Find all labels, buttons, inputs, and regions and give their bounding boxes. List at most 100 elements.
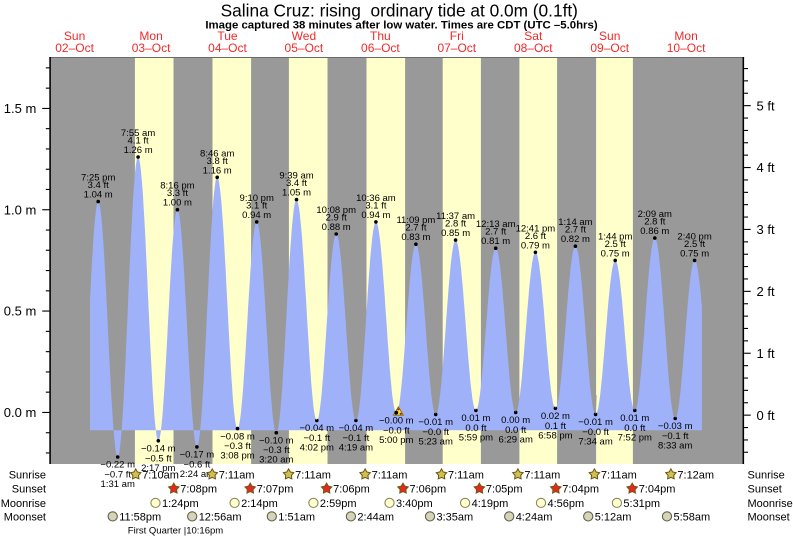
svg-text:−0.0 ft: −0.0 ft (422, 427, 449, 438)
svg-text:1.26 m: 1.26 m (124, 145, 153, 156)
svg-text:−0.03 m: −0.03 m (658, 421, 693, 432)
svg-text:7:10am: 7:10am (142, 469, 179, 481)
svg-text:0.83 m: 0.83 m (401, 232, 430, 243)
svg-text:3:08 pm: 3:08 pm (220, 451, 254, 462)
svg-text:7:11am: 7:11am (448, 469, 484, 481)
svg-text:0 ft: 0 ft (757, 408, 775, 423)
svg-text:5:58am: 5:58am (674, 511, 711, 523)
svg-text:7:06pm: 7:06pm (410, 484, 447, 496)
svg-text:7:11am: 7:11am (295, 469, 331, 481)
svg-text:−0.1 ft: −0.1 ft (303, 433, 330, 444)
svg-text:4:56pm: 4:56pm (548, 498, 585, 510)
svg-text:12:56am: 12:56am (199, 511, 242, 523)
svg-text:2 ft: 2 ft (757, 284, 775, 299)
svg-text:7:11am: 7:11am (219, 469, 255, 481)
svg-text:−0.0 ft: −0.0 ft (383, 425, 410, 436)
svg-text:12:13 am: 12:13 am (476, 219, 516, 230)
svg-text:1.5 m: 1.5 m (4, 101, 37, 116)
svg-text:1:14 am: 1:14 am (558, 217, 592, 228)
svg-text:3.1 ft: 3.1 ft (246, 200, 267, 211)
svg-text:−0.5 ft: −0.5 ft (145, 453, 172, 464)
svg-text:03–Oct: 03–Oct (132, 41, 171, 55)
svg-text:3.8 ft: 3.8 ft (207, 156, 228, 167)
svg-text:−0.22 m: −0.22 m (100, 460, 135, 471)
svg-text:7:12am: 7:12am (677, 469, 714, 481)
svg-text:Thu: Thu (370, 29, 391, 43)
svg-text:5:00 pm: 5:00 pm (379, 435, 413, 446)
svg-text:0.86 m: 0.86 m (640, 226, 669, 237)
svg-text:2:09 am: 2:09 am (638, 209, 672, 220)
svg-text:0.85 m: 0.85 m (441, 228, 470, 239)
svg-text:05–Oct: 05–Oct (285, 41, 324, 55)
svg-text:0.02 m: 0.02 m (541, 411, 570, 422)
svg-text:5:12am: 5:12am (595, 511, 632, 523)
svg-text:0.94 m: 0.94 m (242, 210, 271, 221)
svg-text:4:24am: 4:24am (516, 511, 553, 523)
svg-text:−0.3 ft: −0.3 ft (224, 441, 251, 452)
svg-text:2.7 ft: 2.7 ft (565, 225, 586, 236)
svg-text:−0.7 ft: −0.7 ft (104, 470, 131, 481)
svg-text:5:59 pm: 5:59 pm (459, 432, 493, 443)
svg-text:2.8 ft: 2.8 ft (445, 219, 466, 230)
svg-text:1:24pm: 1:24pm (162, 498, 199, 510)
svg-text:Moonrise: Moonrise (748, 498, 793, 510)
svg-text:0.75 m: 0.75 m (601, 248, 630, 259)
svg-text:7:11am: 7:11am (524, 469, 560, 481)
svg-text:1 ft: 1 ft (757, 346, 775, 361)
svg-text:4:19 am: 4:19 am (339, 443, 373, 454)
svg-text:8:33 am: 8:33 am (658, 441, 692, 452)
svg-text:Image captured 38 minutes afte: Image captured 38 minutes after low wate… (205, 20, 597, 32)
svg-text:Fri: Fri (450, 29, 464, 43)
svg-text:5:23 am: 5:23 am (419, 436, 453, 447)
svg-text:−0.17 m: −0.17 m (180, 450, 215, 461)
svg-text:07–Oct: 07–Oct (437, 41, 476, 55)
svg-text:Moonrise: Moonrise (1, 498, 46, 510)
svg-text:3:40pm: 3:40pm (396, 498, 433, 510)
svg-text:1:51am: 1:51am (278, 511, 315, 523)
svg-text:7:06pm: 7:06pm (333, 484, 370, 496)
svg-text:0.88 m: 0.88 m (322, 222, 351, 233)
svg-text:6:29 am: 6:29 am (499, 434, 533, 445)
svg-text:11:09 pm: 11:09 pm (396, 215, 435, 226)
svg-text:4:02 pm: 4:02 pm (300, 443, 334, 454)
svg-text:Sun: Sun (599, 29, 620, 43)
svg-text:2.7 ft: 2.7 ft (485, 227, 506, 238)
svg-text:3:20 am: 3:20 am (259, 455, 293, 466)
svg-text:4.1 ft: 4.1 ft (128, 136, 149, 147)
svg-text:Salina Cruz: rising ordinary: Salina Cruz: rising ordinary tide at 0.0… (221, 1, 578, 21)
svg-text:0.00 m: 0.00 m (501, 415, 530, 426)
svg-text:Sunset: Sunset (12, 484, 46, 496)
svg-text:0.01 m: 0.01 m (620, 413, 649, 424)
svg-text:2.5 ft: 2.5 ft (605, 239, 626, 250)
svg-text:−0.14 m: −0.14 m (141, 444, 176, 455)
svg-text:Mon: Mon (139, 29, 162, 43)
svg-text:−0.04 m: −0.04 m (339, 423, 374, 434)
svg-text:2.6 ft: 2.6 ft (525, 231, 546, 242)
svg-text:06–Oct: 06–Oct (361, 41, 400, 55)
svg-text:9:10 pm: 9:10 pm (240, 193, 274, 204)
svg-text:4 ft: 4 ft (757, 160, 775, 175)
svg-text:4:19pm: 4:19pm (472, 498, 509, 510)
svg-text:10:36 am: 10:36 am (356, 193, 396, 204)
svg-text:2:44am: 2:44am (357, 511, 394, 523)
svg-text:−0.0 ft: −0.0 ft (582, 427, 609, 438)
svg-text:−0.01 m: −0.01 m (418, 417, 453, 428)
svg-text:0.94 m: 0.94 m (361, 210, 390, 221)
svg-text:Mon: Mon (674, 29, 697, 43)
svg-text:3.4 ft: 3.4 ft (286, 178, 307, 189)
svg-text:10–Oct: 10–Oct (667, 41, 706, 55)
svg-text:Sunset: Sunset (748, 484, 782, 496)
svg-text:−0.6 ft: −0.6 ft (184, 459, 211, 470)
svg-text:11:37 am: 11:37 am (436, 211, 475, 222)
svg-text:09–Oct: 09–Oct (590, 41, 629, 55)
svg-text:0.0 m: 0.0 m (4, 405, 37, 420)
svg-text:12:41 pm: 12:41 pm (516, 223, 556, 234)
svg-text:10:08 pm: 10:08 pm (316, 205, 356, 216)
svg-text:−0.08 m: −0.08 m (220, 431, 255, 442)
svg-text:0.79 m: 0.79 m (521, 240, 550, 251)
svg-text:11:58pm: 11:58pm (119, 511, 161, 523)
svg-text:1.00 m: 1.00 m (163, 198, 192, 209)
svg-text:Sun: Sun (64, 29, 85, 43)
svg-text:−0.01 m: −0.01 m (578, 417, 613, 428)
svg-text:0.5 m: 0.5 m (4, 304, 37, 319)
